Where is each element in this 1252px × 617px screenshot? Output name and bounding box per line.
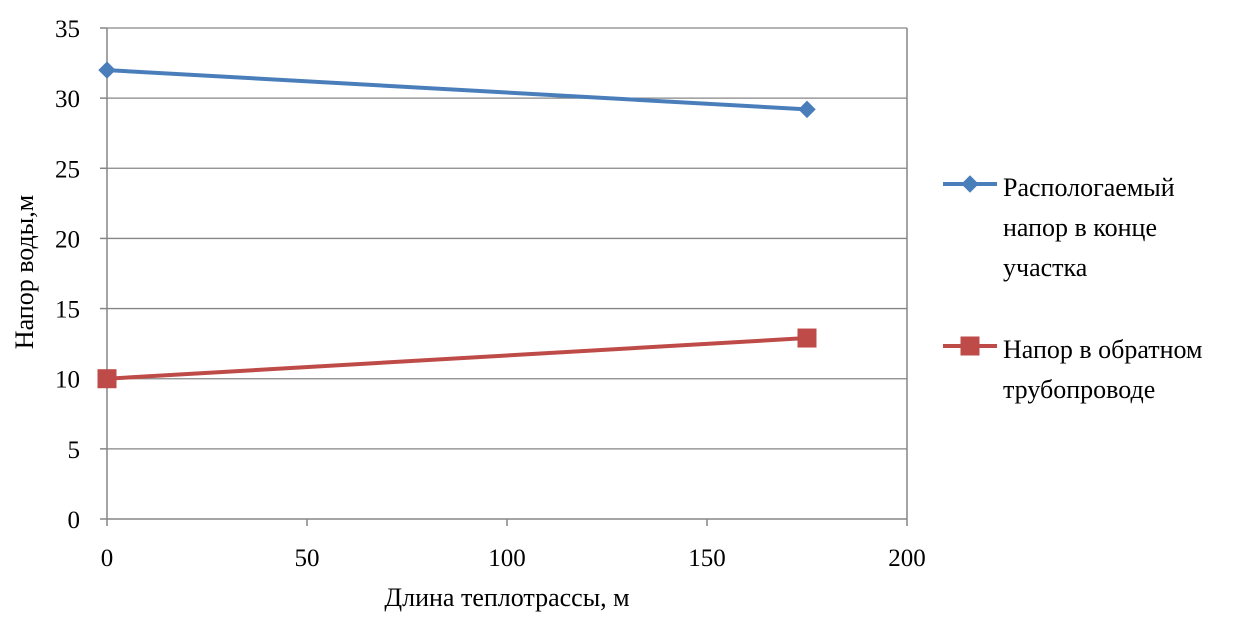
- data-point-series-1: [798, 100, 816, 119]
- x-tick-label: 50: [295, 545, 320, 572]
- x-tick-label: 200: [888, 545, 926, 572]
- legend-label-2: Напор в обратном трубопроводе: [1003, 335, 1203, 404]
- y-tick-label: 35: [55, 16, 80, 43]
- legend-label-1: Распологаемый напор в конце участка: [1003, 173, 1175, 282]
- y-tick-label: 30: [55, 86, 80, 113]
- axes: [100, 27, 908, 526]
- legend-label-line: участка: [1003, 253, 1088, 282]
- legend-label-line: Распологаемый: [1003, 173, 1175, 202]
- data-point-series-2: [797, 328, 817, 348]
- gridlines: [107, 27, 907, 450]
- x-tick-label: 0: [101, 545, 114, 572]
- tick-labels: 0 5 10 15 20 25 30 35 0 50 100 150 200: [55, 16, 926, 572]
- y-tick-label: 0: [68, 507, 81, 534]
- series-line-2: [106, 336, 808, 381]
- y-tick-label: 10: [55, 367, 80, 394]
- y-tick-label: 5: [68, 437, 81, 464]
- legend-label-line: напор в конце: [1003, 213, 1157, 242]
- data-point-series-1: [98, 61, 116, 79]
- legend-swatch-marker-2: [960, 336, 980, 356]
- series-line-1: [106, 68, 808, 112]
- legend-label-line: Напор в обратном: [1003, 335, 1203, 364]
- series-markers: [97, 61, 817, 389]
- y-tick-label: 25: [55, 156, 80, 183]
- data-point-series-2: [97, 369, 117, 389]
- series-lines: [106, 68, 808, 381]
- legend: Распологаемый напор в конце участка Напор в…: [943, 173, 1203, 404]
- y-tick-label: 15: [55, 297, 80, 324]
- x-axis-title: Длина теплотрассы, м: [384, 583, 629, 612]
- x-tick-label: 150: [688, 545, 726, 572]
- y-axis-title: Напор воды,м: [10, 195, 39, 349]
- x-tick-label: 100: [488, 545, 526, 572]
- legend-swatch-marker-1: [961, 175, 979, 193]
- legend-label-line: трубопроводе: [1003, 375, 1155, 404]
- y-tick-label: 20: [55, 226, 80, 253]
